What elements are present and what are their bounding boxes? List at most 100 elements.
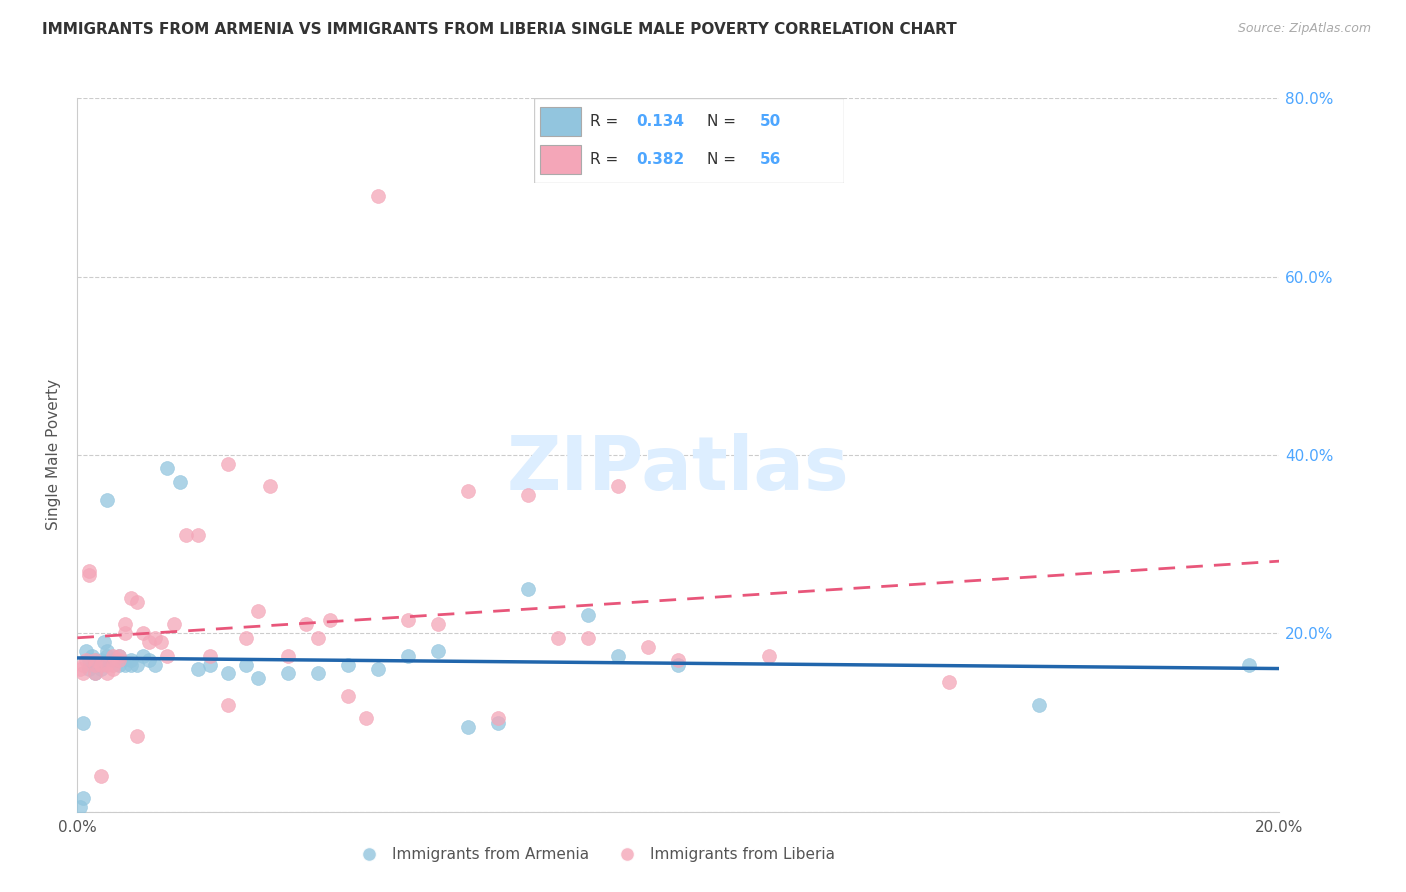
Point (84, 657, 107, 672)
Point (277, 648, 299, 663)
Point (114, 617, 136, 632)
Point (517, 582, 540, 596)
Point (96, 644, 118, 658)
Point (90, 657, 112, 672)
Point (294, 617, 316, 632)
Point (75, 644, 97, 658)
Point (84, 657, 107, 672)
Point (120, 653, 142, 667)
Point (307, 666, 329, 681)
Point (1239, 657, 1261, 672)
Point (162, 617, 184, 632)
Text: 50: 50 (761, 114, 782, 129)
Point (84, 666, 107, 681)
Point (145, 631, 167, 645)
Point (69, 662, 91, 676)
Point (103, 657, 125, 672)
Point (93, 635, 115, 649)
Point (396, 613, 419, 627)
Point (187, 662, 209, 676)
Point (576, 631, 599, 645)
Text: 56: 56 (761, 152, 782, 167)
Point (217, 457, 239, 471)
FancyBboxPatch shape (534, 98, 844, 183)
Point (75, 653, 97, 667)
Point (82, 648, 104, 663)
Point (87, 657, 110, 672)
Point (79, 564, 101, 578)
Point (145, 657, 167, 672)
Point (758, 648, 780, 663)
Point (103, 648, 125, 663)
Point (108, 648, 131, 663)
Point (72, 791, 94, 805)
Point (127, 595, 149, 609)
Point (576, 608, 599, 623)
Point (336, 689, 359, 703)
Point (457, 483, 479, 498)
Point (132, 626, 155, 640)
Point (138, 635, 160, 649)
Point (103, 662, 125, 676)
Point (319, 613, 342, 627)
Point (90, 662, 112, 676)
Point (187, 528, 209, 542)
Point (259, 479, 281, 493)
Point (84, 653, 107, 667)
Point (547, 631, 569, 645)
Point (457, 720, 479, 734)
Text: N =: N = (707, 114, 741, 129)
Point (156, 648, 179, 663)
Point (235, 631, 257, 645)
Point (668, 657, 690, 672)
Point (72, 715, 94, 730)
Point (367, 662, 389, 676)
Point (114, 626, 136, 640)
Point (72, 666, 94, 681)
Point (132, 648, 155, 663)
Point (108, 648, 131, 663)
Text: R =: R = (591, 114, 623, 129)
Point (246, 671, 269, 685)
Point (72, 657, 94, 672)
Point (114, 657, 136, 672)
FancyBboxPatch shape (540, 145, 581, 174)
Point (427, 644, 450, 658)
Point (607, 648, 630, 663)
Point (486, 711, 509, 725)
Point (103, 653, 125, 667)
Point (79, 568, 101, 582)
Point (217, 666, 239, 681)
Point (246, 604, 269, 618)
Point (354, 711, 377, 725)
Point (427, 617, 450, 632)
Point (336, 657, 359, 672)
Text: ZIPatlas: ZIPatlas (508, 433, 849, 506)
Point (84, 666, 107, 681)
Text: 0.134: 0.134 (637, 114, 685, 129)
Point (174, 528, 197, 542)
Point (637, 640, 659, 654)
Point (198, 648, 221, 663)
Point (396, 648, 419, 663)
Point (96, 648, 118, 663)
Point (90, 657, 112, 672)
Point (938, 675, 960, 690)
Point (90, 653, 112, 667)
Point (1028, 698, 1050, 712)
Point (307, 631, 329, 645)
Point (108, 653, 131, 667)
Point (607, 479, 630, 493)
Point (96, 492, 118, 507)
Point (486, 715, 509, 730)
Point (668, 653, 690, 667)
Point (108, 657, 131, 672)
Text: R =: R = (591, 152, 623, 167)
Point (235, 657, 257, 672)
Point (367, 189, 389, 203)
Point (96, 666, 118, 681)
Point (79, 653, 101, 667)
FancyBboxPatch shape (540, 107, 581, 136)
Point (84, 653, 107, 667)
Point (517, 488, 540, 502)
